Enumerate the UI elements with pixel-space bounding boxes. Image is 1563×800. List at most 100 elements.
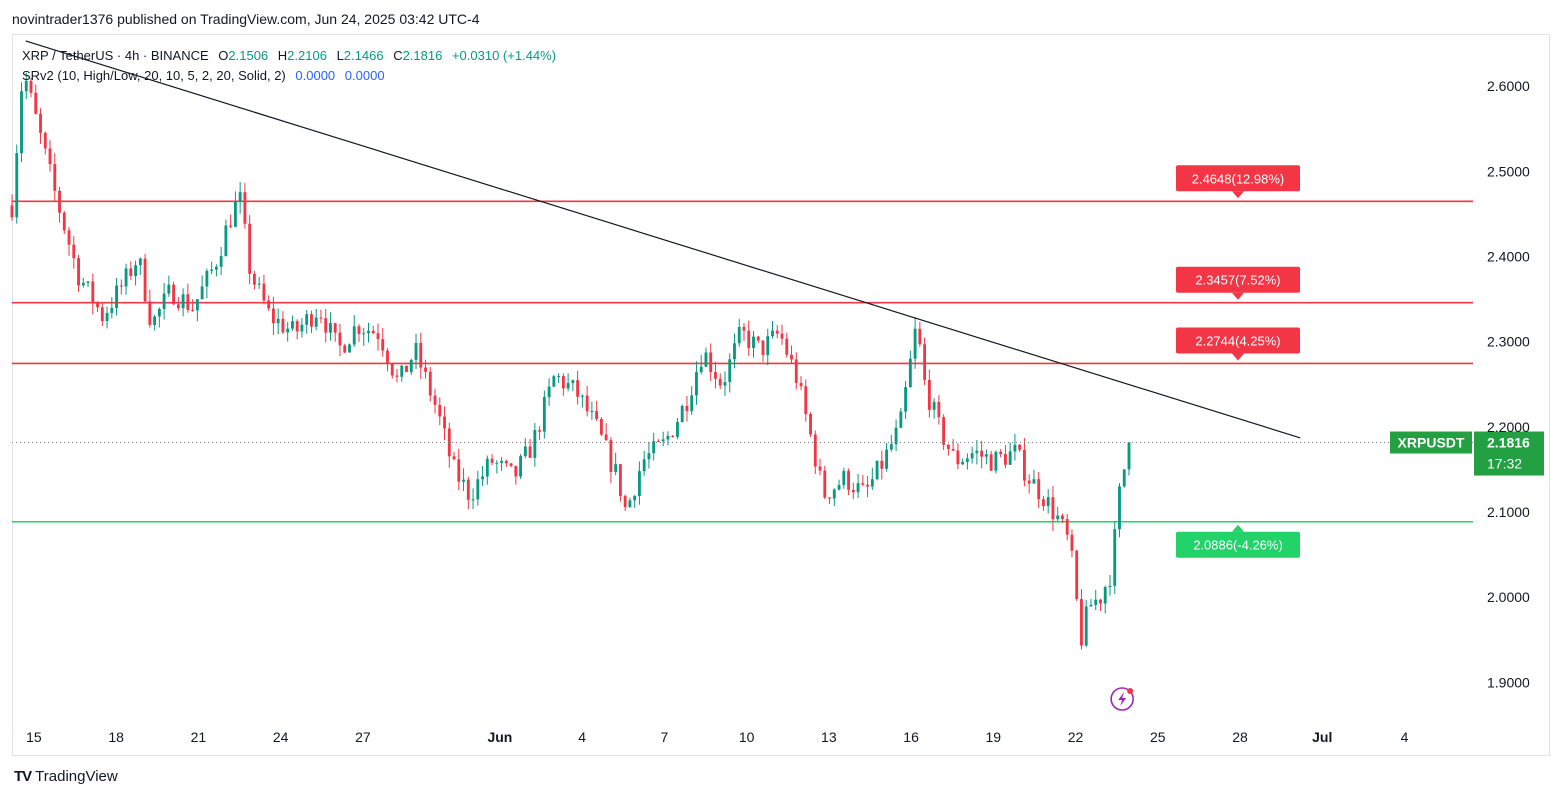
candle-body bbox=[338, 332, 342, 346]
time-tick-label: 4 bbox=[1401, 729, 1409, 745]
candle-body bbox=[790, 354, 793, 360]
candle-body bbox=[557, 376, 561, 378]
candle-body bbox=[20, 91, 23, 154]
candle-body bbox=[576, 380, 580, 397]
indicator-value-2: 0.0000 bbox=[344, 68, 385, 83]
indicator-legend-row[interactable]: SRv2 (10, High/Low, 20, 10, 5, 2, 20, So… bbox=[22, 66, 556, 86]
lightning-bolt-icon bbox=[1118, 692, 1127, 706]
candle-body bbox=[918, 328, 922, 345]
footer-brand[interactable]: TV TradingView bbox=[14, 768, 118, 785]
candle-body bbox=[709, 352, 713, 373]
candle-body bbox=[842, 471, 846, 486]
candle-body bbox=[994, 451, 998, 471]
candle-body bbox=[43, 132, 47, 149]
candles-layer bbox=[10, 72, 1131, 650]
candle-body bbox=[875, 460, 879, 480]
candle-body bbox=[400, 365, 404, 377]
candle-body bbox=[219, 256, 223, 267]
low-value: 2.1466 bbox=[343, 48, 384, 63]
candle-body bbox=[961, 461, 965, 465]
candle-body bbox=[200, 286, 204, 300]
candle-body bbox=[676, 421, 679, 437]
candle-body bbox=[371, 330, 375, 334]
candle-body bbox=[942, 417, 946, 445]
price-axis: 2.6000 2.5000 2.4000 2.3000 2.2000 2.1000 2.00… bbox=[1487, 78, 1530, 690]
candle-body bbox=[162, 293, 166, 310]
bar-countdown-label: 17:32 bbox=[1487, 456, 1522, 472]
candle-body bbox=[1037, 479, 1041, 500]
candle-body bbox=[647, 453, 651, 460]
candle-body bbox=[10, 205, 14, 218]
candle-body bbox=[438, 404, 442, 417]
candle-body bbox=[1075, 550, 1079, 600]
candle-body bbox=[666, 435, 670, 440]
candle-body bbox=[362, 333, 366, 335]
candle-body bbox=[614, 464, 618, 473]
tradingview-logo-icon: TV bbox=[14, 768, 32, 785]
candle-body bbox=[181, 294, 185, 309]
candle-body bbox=[305, 314, 309, 325]
candle-body bbox=[794, 359, 798, 383]
candle-body bbox=[447, 428, 451, 457]
symbol-legend-row[interactable]: XRP / TetherUS · 4h · BINANCE O2.1506 H2… bbox=[22, 46, 556, 66]
candle-body bbox=[248, 223, 252, 274]
candle-body bbox=[333, 323, 337, 333]
candle-body bbox=[885, 449, 889, 469]
candle-body bbox=[714, 372, 717, 379]
candle-body bbox=[704, 352, 708, 367]
candle-body bbox=[115, 285, 118, 308]
candle-body bbox=[1051, 497, 1055, 520]
candle-body bbox=[728, 359, 732, 383]
candle-body bbox=[690, 395, 694, 412]
overlay-layer: 2.4648(12.98%) 2.3457(7.52%) 2.2744(4.25%)… bbox=[12, 40, 1544, 711]
price-tick-label: 2.5000 bbox=[1487, 163, 1530, 179]
candle-body bbox=[29, 80, 33, 93]
close-value: 2.1816 bbox=[402, 48, 443, 63]
time-tick-label: 4 bbox=[578, 729, 586, 745]
candle-body bbox=[880, 460, 884, 469]
candle-body bbox=[157, 309, 161, 317]
candle-body bbox=[1003, 454, 1007, 465]
candle-body bbox=[1094, 599, 1098, 605]
candle-body bbox=[823, 470, 827, 498]
candle-body bbox=[1061, 515, 1064, 520]
time-tick-label: 16 bbox=[903, 729, 919, 745]
price-tick-label: 2.6000 bbox=[1487, 78, 1530, 94]
candle-body bbox=[1046, 497, 1050, 507]
candle-body bbox=[780, 333, 784, 339]
candle-body bbox=[509, 463, 513, 466]
candle-body bbox=[1042, 499, 1045, 507]
time-tick-label: 25 bbox=[1150, 729, 1166, 745]
candle-body bbox=[100, 307, 104, 322]
candle-body bbox=[951, 448, 955, 451]
candle-body bbox=[604, 434, 608, 441]
candle-body bbox=[252, 273, 256, 285]
candle-body bbox=[143, 258, 147, 302]
candle-body bbox=[542, 397, 546, 432]
candle-body bbox=[195, 299, 199, 311]
candle-body bbox=[818, 466, 822, 471]
candle-body bbox=[980, 450, 984, 457]
candle-body bbox=[271, 308, 275, 324]
level-pointer bbox=[1232, 524, 1244, 532]
candle-body bbox=[904, 387, 908, 412]
candle-body bbox=[319, 317, 323, 319]
time-tick-label: Jun bbox=[487, 729, 512, 745]
open-value: 2.1506 bbox=[228, 48, 269, 63]
candle-body bbox=[1089, 604, 1093, 607]
candle-body bbox=[1065, 519, 1069, 535]
candle-body bbox=[343, 345, 347, 353]
candle-body bbox=[129, 268, 133, 276]
high-label: H bbox=[277, 48, 288, 63]
candle-body bbox=[452, 456, 456, 460]
candle-body bbox=[257, 283, 261, 285]
candle-body bbox=[291, 321, 294, 329]
time-tick-label: 19 bbox=[986, 729, 1002, 745]
candle-body bbox=[39, 113, 42, 133]
candle-body bbox=[138, 258, 142, 266]
candle-body bbox=[390, 363, 394, 376]
candle-body bbox=[932, 401, 936, 410]
candle-body bbox=[267, 300, 271, 309]
candle-body bbox=[81, 282, 85, 286]
